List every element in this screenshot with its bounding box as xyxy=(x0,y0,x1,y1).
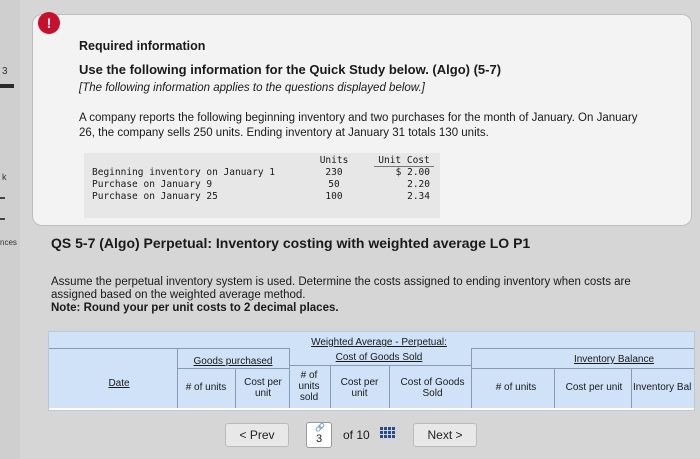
inventory-row: Purchase on January 25 100 2.34 xyxy=(84,191,440,203)
column-divider xyxy=(554,369,555,408)
inventory-row-cost: $ 2.00 xyxy=(395,167,430,178)
goods-purchased-title: Goods purchased xyxy=(193,356,273,367)
next-button[interactable]: Next > xyxy=(413,423,477,447)
inventory-row-cost: 2.34 xyxy=(407,191,430,202)
required-info-title: Required information xyxy=(79,39,206,53)
inventory-balance-header: Inventory Bal xyxy=(633,382,692,393)
wa-perpetual-title: Weighted Average - Perpetual: xyxy=(311,337,447,348)
column-divider xyxy=(235,369,236,408)
inventory-row-units: 230 xyxy=(325,167,343,178)
unit-cost-header: Unit Cost xyxy=(374,155,434,167)
question-instructions: Assume the perpetual inventory system is… xyxy=(51,276,631,301)
sidebar-active-bar xyxy=(0,84,14,88)
column-divider xyxy=(330,365,331,408)
inventory-row-cost: 2.20 xyxy=(407,179,430,190)
sidebar-fragment-nces: nces xyxy=(0,238,17,247)
inventory-row-label: Purchase on January 25 xyxy=(92,191,218,202)
weighted-average-table: Weighted Average - Perpetual: Cost of Go… xyxy=(48,331,695,411)
link-icon: 🔗 xyxy=(315,423,325,432)
pagination-bar: < Prev 🔗 3 of 10 Next > xyxy=(0,420,700,450)
cogs-cost-per-unit-header: Cost per unit xyxy=(340,377,379,399)
balance-units-header: # of units xyxy=(495,382,537,393)
date-column-header: Date xyxy=(108,378,130,389)
sidebar-tick xyxy=(0,218,5,220)
info-paragraph: A company reports the following beginnin… xyxy=(79,112,638,139)
prev-button[interactable]: < Prev xyxy=(225,423,289,447)
inventory-row: Purchase on January 9 50 2.20 xyxy=(84,179,440,191)
inventory-row-units: 50 xyxy=(328,179,340,190)
units-sold-header: # of units sold xyxy=(298,370,320,403)
header-divider xyxy=(49,348,289,349)
header-divider xyxy=(177,368,289,369)
purchased-cost-per-unit-header: Cost per unit xyxy=(244,377,282,399)
inventory-row-label: Beginning inventory on January 1 xyxy=(92,167,276,178)
page-total: of 10 xyxy=(343,428,370,442)
rounding-note: Note: Round your per unit costs to 2 dec… xyxy=(51,302,339,314)
header-divider xyxy=(471,368,694,369)
grid-view-icon[interactable] xyxy=(380,427,396,441)
column-divider xyxy=(289,348,290,408)
use-info-heading: Use the following information for the Qu… xyxy=(79,62,502,77)
column-divider xyxy=(471,348,472,408)
units-header: Units xyxy=(319,155,349,166)
sidebar-tick xyxy=(0,197,5,199)
cost-of-goods-sold-header: Cost of Goods Sold xyxy=(400,377,465,399)
table-header xyxy=(49,332,694,408)
alert-icon: ! xyxy=(38,12,60,34)
purchased-units-header: # of units xyxy=(185,382,227,393)
inventory-row-label: Purchase on January 9 xyxy=(92,179,213,190)
inventory-balance-title: Inventory Balance xyxy=(573,354,655,365)
header-divider xyxy=(471,348,694,349)
cogs-group-title: Cost of Goods Sold xyxy=(335,352,423,363)
inventory-row-units: 100 xyxy=(325,191,343,202)
column-divider xyxy=(389,365,390,408)
column-divider xyxy=(631,369,632,408)
inventory-row: Beginning inventory on January 1 230 $ 2… xyxy=(84,167,440,179)
sidebar-number[interactable]: 3 xyxy=(2,66,8,77)
current-page-box[interactable]: 🔗 3 xyxy=(306,422,332,448)
applies-note: [The following information applies to th… xyxy=(79,82,425,94)
inventory-data-box: Units Unit Cost Beginning inventory on J… xyxy=(84,153,440,218)
header-divider xyxy=(289,365,471,366)
column-divider xyxy=(177,348,178,408)
sidebar-fragment-k: k xyxy=(2,172,7,182)
left-sidebar-strip: 3 k nces xyxy=(0,0,20,459)
balance-cost-per-unit-header: Cost per unit xyxy=(565,382,623,393)
current-page-number: 3 xyxy=(315,433,323,445)
question-title: QS 5-7 (Algo) Perpetual: Inventory costi… xyxy=(51,235,531,251)
